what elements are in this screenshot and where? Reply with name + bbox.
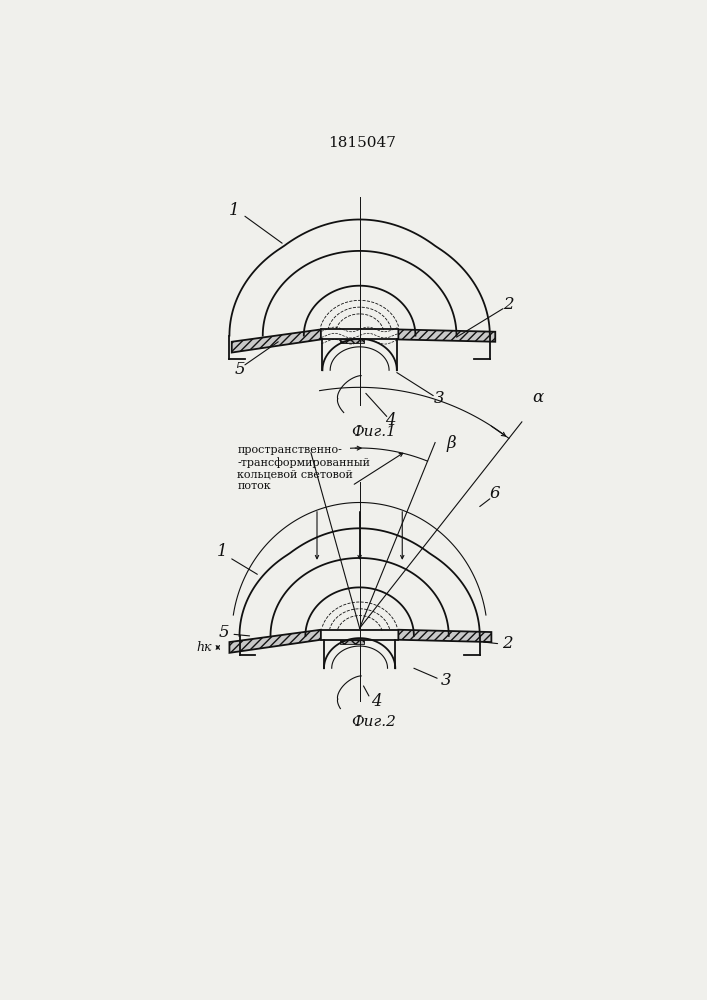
Text: 5: 5 [218,624,229,641]
Text: 1: 1 [229,202,240,219]
Text: 1815047: 1815047 [328,136,396,150]
Text: α: α [532,389,544,406]
Polygon shape [398,630,491,642]
Text: 2: 2 [503,296,514,313]
Text: Фиг.1: Фиг.1 [351,425,396,439]
Text: 3: 3 [433,390,444,407]
Text: 3: 3 [441,672,452,689]
Text: пространственно-
-трансформированный
кольцевой световой
поток: пространственно- -трансформированный кол… [238,445,370,491]
Text: 1: 1 [216,543,227,560]
Text: 6: 6 [490,485,501,502]
Polygon shape [340,339,363,343]
Polygon shape [340,640,363,644]
Text: 5: 5 [234,361,245,378]
Text: 2: 2 [501,635,512,652]
Text: 4: 4 [385,412,396,429]
Text: β: β [446,435,456,452]
Text: hк: hк [196,641,211,654]
Text: 4: 4 [371,693,382,710]
Text: Фиг.2: Фиг.2 [351,715,396,729]
Polygon shape [230,630,321,653]
Polygon shape [398,329,495,342]
Polygon shape [232,329,321,353]
